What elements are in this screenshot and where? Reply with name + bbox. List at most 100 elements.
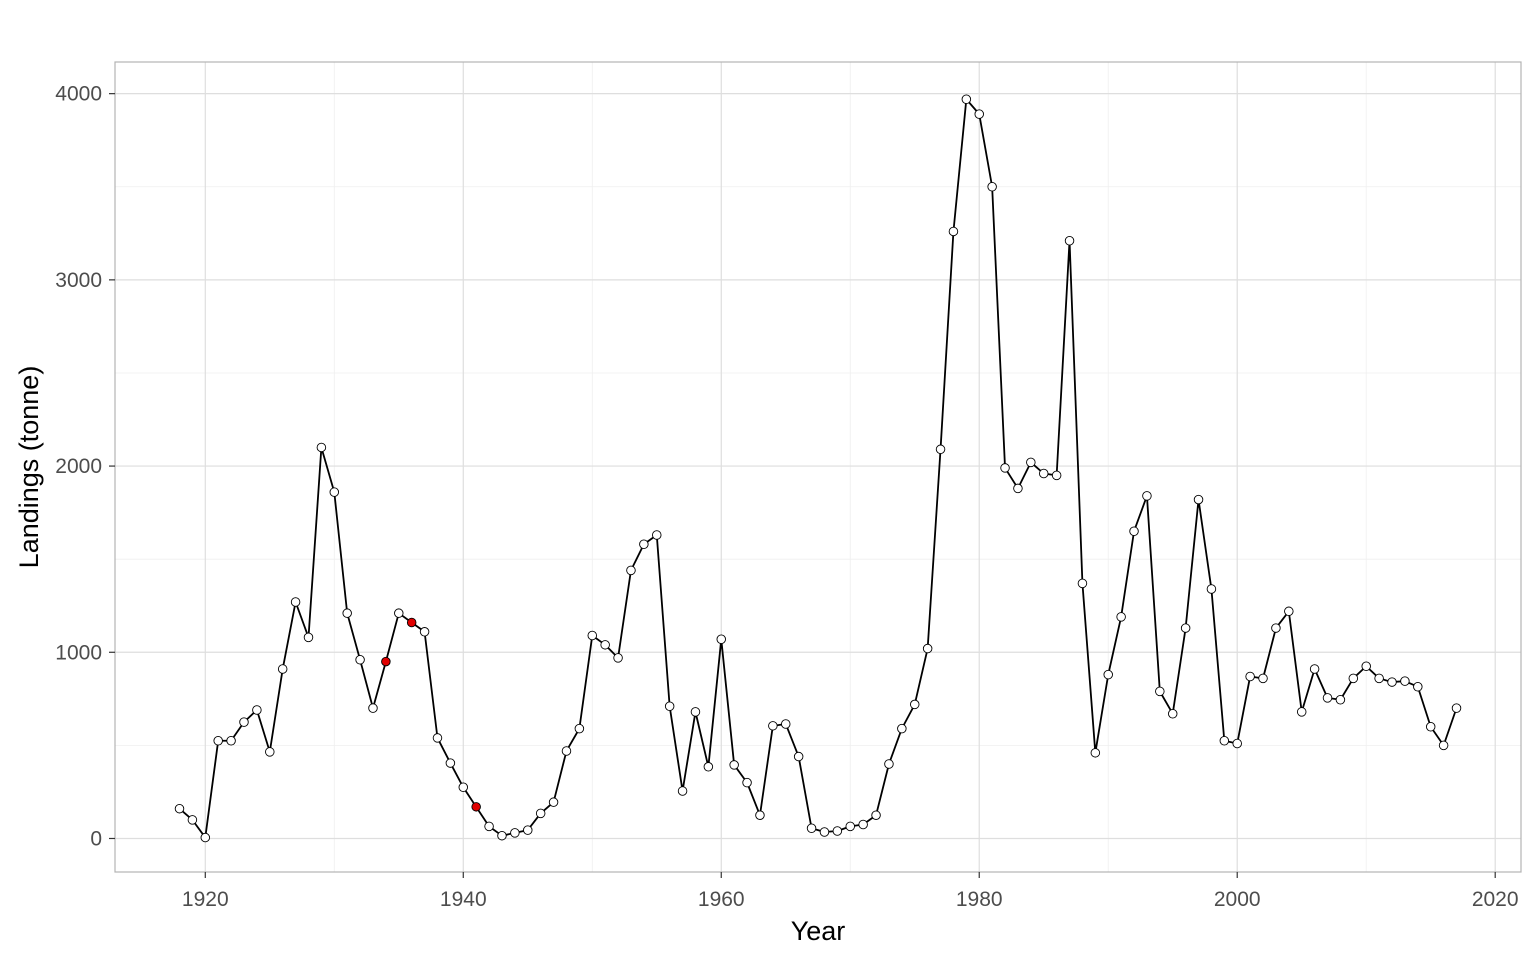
data-point: [871, 810, 881, 820]
data-point: [961, 94, 972, 104]
data-point: [793, 751, 804, 762]
data-point: [497, 830, 507, 841]
data-point: [1013, 483, 1023, 494]
data-point: [574, 723, 585, 734]
data-point: [1026, 457, 1036, 468]
data-point: [1284, 606, 1294, 617]
grid-lines: [115, 62, 1521, 872]
data-point: [1219, 735, 1230, 746]
data-point: [677, 786, 688, 796]
data-point: [664, 701, 675, 712]
x-tick-label: 2000: [1214, 888, 1261, 911]
data-point: [484, 821, 494, 832]
data-point: [626, 565, 636, 576]
data-point: [303, 632, 314, 643]
data-point: [1064, 236, 1075, 246]
y-tick-label: 4000: [55, 83, 102, 106]
data-point: [974, 109, 984, 119]
data-point: [1103, 669, 1113, 680]
data-point: [226, 735, 236, 746]
x-tick-label: 1980: [956, 888, 1003, 911]
data-point: [277, 664, 288, 674]
data-point: [1425, 722, 1436, 732]
x-tick-label: 1920: [182, 888, 229, 911]
x-axis-title: Year: [791, 916, 846, 946]
data-point: [922, 643, 933, 654]
data-point: [755, 810, 765, 820]
data-point: [1155, 686, 1165, 697]
data-point: [1309, 664, 1320, 674]
data-point: [652, 530, 662, 540]
data-point: [1129, 526, 1139, 536]
data-point: [342, 608, 352, 618]
data-point: [1361, 661, 1371, 671]
data-point: [897, 723, 907, 734]
highlighted-data-point: [471, 802, 481, 812]
panel-border: [114, 61, 1522, 873]
data-point: [1038, 468, 1049, 479]
data-point: [1245, 671, 1255, 682]
data-point: [1000, 463, 1010, 473]
data-point: [252, 705, 262, 715]
data-point: [768, 721, 778, 731]
data-point: [355, 654, 365, 665]
data-point: [432, 733, 443, 743]
x-tick-label: 1960: [698, 888, 745, 911]
data-point: [548, 797, 559, 807]
data-point: [445, 758, 456, 768]
data-point: [613, 653, 623, 663]
series-line: [178, 98, 1458, 839]
data-point: [290, 597, 301, 607]
data-point: [806, 823, 817, 833]
data-point: [458, 782, 469, 793]
data-point: [394, 608, 404, 618]
data-point: [1451, 703, 1462, 713]
data-point: [948, 226, 959, 237]
data-point: [1206, 584, 1217, 594]
data-point: [1296, 707, 1307, 717]
data-point: [781, 719, 791, 729]
highlighted-data-point: [381, 656, 391, 667]
data-point: [819, 827, 830, 837]
data-point: [523, 825, 533, 835]
data-point: [1438, 740, 1449, 751]
y-tick-label: 3000: [55, 269, 102, 292]
data-point: [690, 707, 701, 717]
x-tick-label: 1940: [440, 888, 487, 911]
data-point: [535, 808, 546, 819]
data-point: [213, 735, 223, 746]
data-point: [1232, 738, 1242, 749]
data-point: [329, 487, 340, 497]
data-point: [1335, 695, 1346, 705]
data-point: [1322, 693, 1333, 703]
data-point: [1180, 623, 1191, 633]
data-point: [716, 634, 727, 644]
y-tick-label: 2000: [55, 455, 102, 478]
data-point: [316, 442, 327, 453]
data-point: [510, 828, 520, 838]
data-point: [1413, 681, 1423, 692]
y-tick-label: 0: [90, 827, 102, 850]
series-line-layer: [178, 98, 1458, 839]
data-point: [1193, 494, 1204, 505]
x-axis-ticks: 1920 1940 1960 1980 2000 2020: [182, 872, 1519, 911]
data-point: [729, 760, 739, 770]
highlighted-data-point: [406, 617, 417, 628]
data-point: [239, 717, 249, 727]
data-point: [1167, 708, 1178, 719]
data-point: [265, 747, 275, 757]
data-point: [200, 832, 211, 843]
data-point: [1090, 748, 1101, 758]
data-point: [1271, 623, 1281, 633]
data-point: [1374, 673, 1384, 684]
data-point: [909, 699, 920, 710]
data-point: [1400, 676, 1410, 686]
data-point: [845, 821, 855, 832]
data-points-layer: [174, 94, 1462, 843]
data-point: [639, 539, 649, 550]
data-point: [1116, 612, 1126, 622]
x-tick-label: 2020: [1472, 888, 1519, 911]
data-point: [935, 444, 946, 455]
